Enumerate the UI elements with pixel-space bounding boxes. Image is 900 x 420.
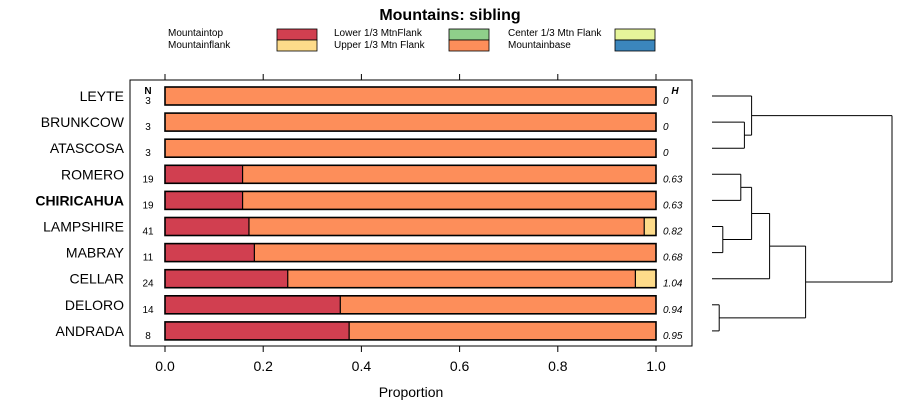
row-n-value: 41 <box>142 227 154 238</box>
bar-segment-upper-1-3-mtn-flank <box>248 217 645 236</box>
bar-outline <box>164 216 657 237</box>
legend-label-mountaintop: Mountaintop <box>168 28 223 39</box>
x-axis-label: Proportion <box>379 384 444 400</box>
bar-segment-mountaintop <box>165 165 243 184</box>
row-h-value: 0 <box>663 96 669 107</box>
bar-segment-upper-1-3-mtn-flank <box>165 113 656 132</box>
row-label: ROMERO <box>61 166 124 182</box>
legend-label-center-1-3-mtn-flank: Center 1/3 Mtn Flank <box>508 28 602 39</box>
row-label: LEYTE <box>80 88 124 104</box>
row-n-value: 24 <box>142 279 154 290</box>
bar-segment-mountaintop <box>165 295 341 314</box>
bar-segment-upper-1-3-mtn-flank <box>349 321 656 340</box>
row-n-value: 14 <box>142 305 154 316</box>
row-h-value: 0.95 <box>663 331 683 342</box>
legend-label-upper-1-3-mtn-flank: Upper 1/3 Mtn Flank <box>334 40 426 51</box>
row-n-value: 19 <box>142 174 154 185</box>
bar-segment-upper-1-3-mtn-flank <box>287 269 636 288</box>
row-deloro: DELORO 14 0.94 <box>65 294 683 316</box>
row-label: CHIRICAHUA <box>35 192 124 208</box>
bar-segment-mountainflank <box>635 269 656 288</box>
bar-segment-upper-1-3-mtn-flank <box>165 139 656 158</box>
row-n-value: 3 <box>145 122 151 133</box>
bar-outline <box>164 112 657 132</box>
bar-outline <box>164 86 657 106</box>
legend-swatch-mountaintop <box>276 28 318 41</box>
bar-segment-upper-1-3-mtn-flank <box>242 165 656 184</box>
row-label: DELORO <box>65 297 124 313</box>
n-column-header: N <box>144 86 151 97</box>
row-label: BRUNKCOW <box>41 114 125 130</box>
x-tick-label: 0.8 <box>548 358 568 374</box>
bar-segment-mountaintop <box>165 217 249 236</box>
bar-outline <box>164 268 657 289</box>
row-leyte: LEYTE 3 0 <box>80 86 669 107</box>
bar-segment-mountaintop <box>165 243 255 262</box>
row-label: ANDRADA <box>56 323 125 339</box>
row-label: MABRAY <box>66 245 125 261</box>
row-label: ATASCOSA <box>50 140 125 156</box>
legend-swatch-center-1-3-mtn-flank <box>614 28 656 41</box>
x-tick-label: 0.4 <box>352 358 372 374</box>
row-h-value: 0 <box>663 148 669 159</box>
x-axis: 0.0 0.2 0.4 0.6 0.8 1.0 <box>155 74 666 374</box>
row-chiricahua: CHIRICAHUA 19 0.63 <box>35 190 683 211</box>
row-h-value: 0 <box>663 122 669 133</box>
legend-swatch-lower-1-3-mtnflank <box>448 28 490 41</box>
h-column-header: H <box>671 86 679 97</box>
row-n-value: 3 <box>145 148 151 159</box>
row-lampshire: LAMPSHIRE 41 0.82 <box>43 216 683 238</box>
row-label: CELLAR <box>70 271 124 287</box>
row-h-value: 0.82 <box>663 227 683 238</box>
legend-label-lower-1-3-mtnflank: Lower 1/3 MtnFlank <box>334 28 423 39</box>
row-n-value: 19 <box>142 200 154 211</box>
bar-outline <box>164 294 657 315</box>
bar-segment-mountainflank <box>644 217 656 236</box>
legend-label-mountainflank: Mountainflank <box>168 40 231 51</box>
bar-outline <box>164 138 657 158</box>
chart-title: Mountains: sibling <box>379 7 520 24</box>
row-n-value: 11 <box>143 253 154 264</box>
row-mabray: MABRAY 11 0.68 <box>66 242 683 264</box>
row-label: LAMPSHIRE <box>43 219 124 235</box>
x-tick-label: 0.6 <box>450 358 470 374</box>
bar-outline <box>164 164 657 185</box>
row-cellar: CELLAR 24 1.04 <box>70 268 683 290</box>
x-tick-label: 1.0 <box>646 358 666 374</box>
x-tick-label: 0.0 <box>155 358 175 374</box>
bar-segment-upper-1-3-mtn-flank <box>340 295 656 314</box>
legend-label-mountainbase: Mountainbase <box>508 40 571 51</box>
row-h-value: 0.94 <box>663 305 683 316</box>
row-h-value: 0.63 <box>663 200 683 211</box>
row-brunkcow: BRUNKCOW 3 0 <box>41 112 669 133</box>
bar-segment-upper-1-3-mtn-flank <box>242 191 656 210</box>
row-h-value: 1.04 <box>663 279 683 290</box>
row-romero: ROMERO 19 0.63 <box>61 164 683 185</box>
row-atascosa: ATASCOSA 3 0 <box>50 138 669 159</box>
row-h-value: 0.68 <box>663 253 683 264</box>
bar-segment-mountaintop <box>165 321 350 340</box>
legend-swatch-upper-1-3-mtn-flank <box>448 39 490 52</box>
row-andrada: ANDRADA 8 0.95 <box>56 321 683 342</box>
dendrogram <box>712 95 893 332</box>
row-h-value: 0.63 <box>663 174 683 185</box>
bar-outline <box>164 242 657 263</box>
row-n-value: 8 <box>145 331 151 342</box>
bar-outline <box>164 190 657 211</box>
plot-frame <box>129 79 693 347</box>
bar-segment-mountaintop <box>165 269 288 288</box>
bar-segment-upper-1-3-mtn-flank <box>254 243 656 262</box>
x-tick-label: 0.2 <box>253 358 273 374</box>
bar-segment-upper-1-3-mtn-flank <box>165 87 656 105</box>
row-n-value: 3 <box>145 96 151 107</box>
bar-outline <box>164 321 657 341</box>
bar-segment-mountaintop <box>165 191 243 210</box>
legend-swatch-mountainbase <box>614 39 656 52</box>
legend-swatch-mountainflank <box>276 39 318 52</box>
